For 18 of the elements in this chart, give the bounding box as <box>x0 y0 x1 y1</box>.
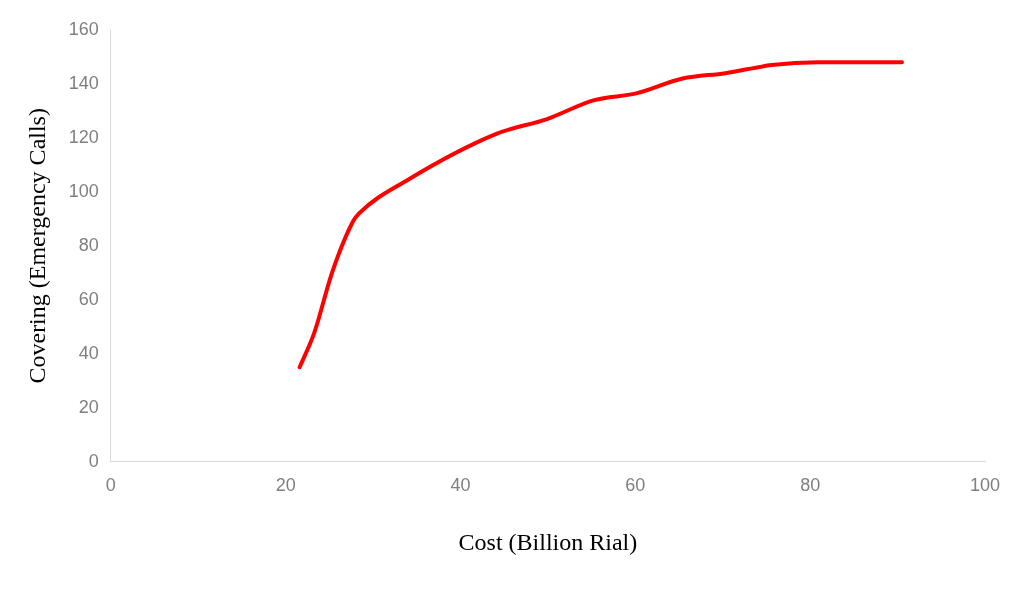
y-tick-label: 0 <box>88 450 99 471</box>
x-tick-label: 60 <box>625 475 646 496</box>
y-tick-label: 100 <box>68 180 99 201</box>
line-series <box>297 60 904 370</box>
y-tick-label: 60 <box>78 288 99 309</box>
x-tick-label: 100 <box>969 475 1001 496</box>
y-axis-title: Covering (Emergency Calls) <box>23 108 50 384</box>
y-tick-label: 40 <box>78 342 99 363</box>
x-tick-label: 0 <box>105 475 116 496</box>
x-tick-label: 40 <box>450 475 471 496</box>
y-tick-label: 120 <box>68 126 99 147</box>
y-tick-label: 20 <box>78 396 99 417</box>
y-tick-label: 80 <box>78 234 99 255</box>
y-tick-label: 140 <box>68 72 99 93</box>
x-tick-label: 20 <box>275 475 296 496</box>
y-tick-label: 160 <box>68 18 99 39</box>
x-tick-label: 80 <box>800 475 821 496</box>
x-axis-title: Cost (Billion Rial) <box>458 528 638 555</box>
